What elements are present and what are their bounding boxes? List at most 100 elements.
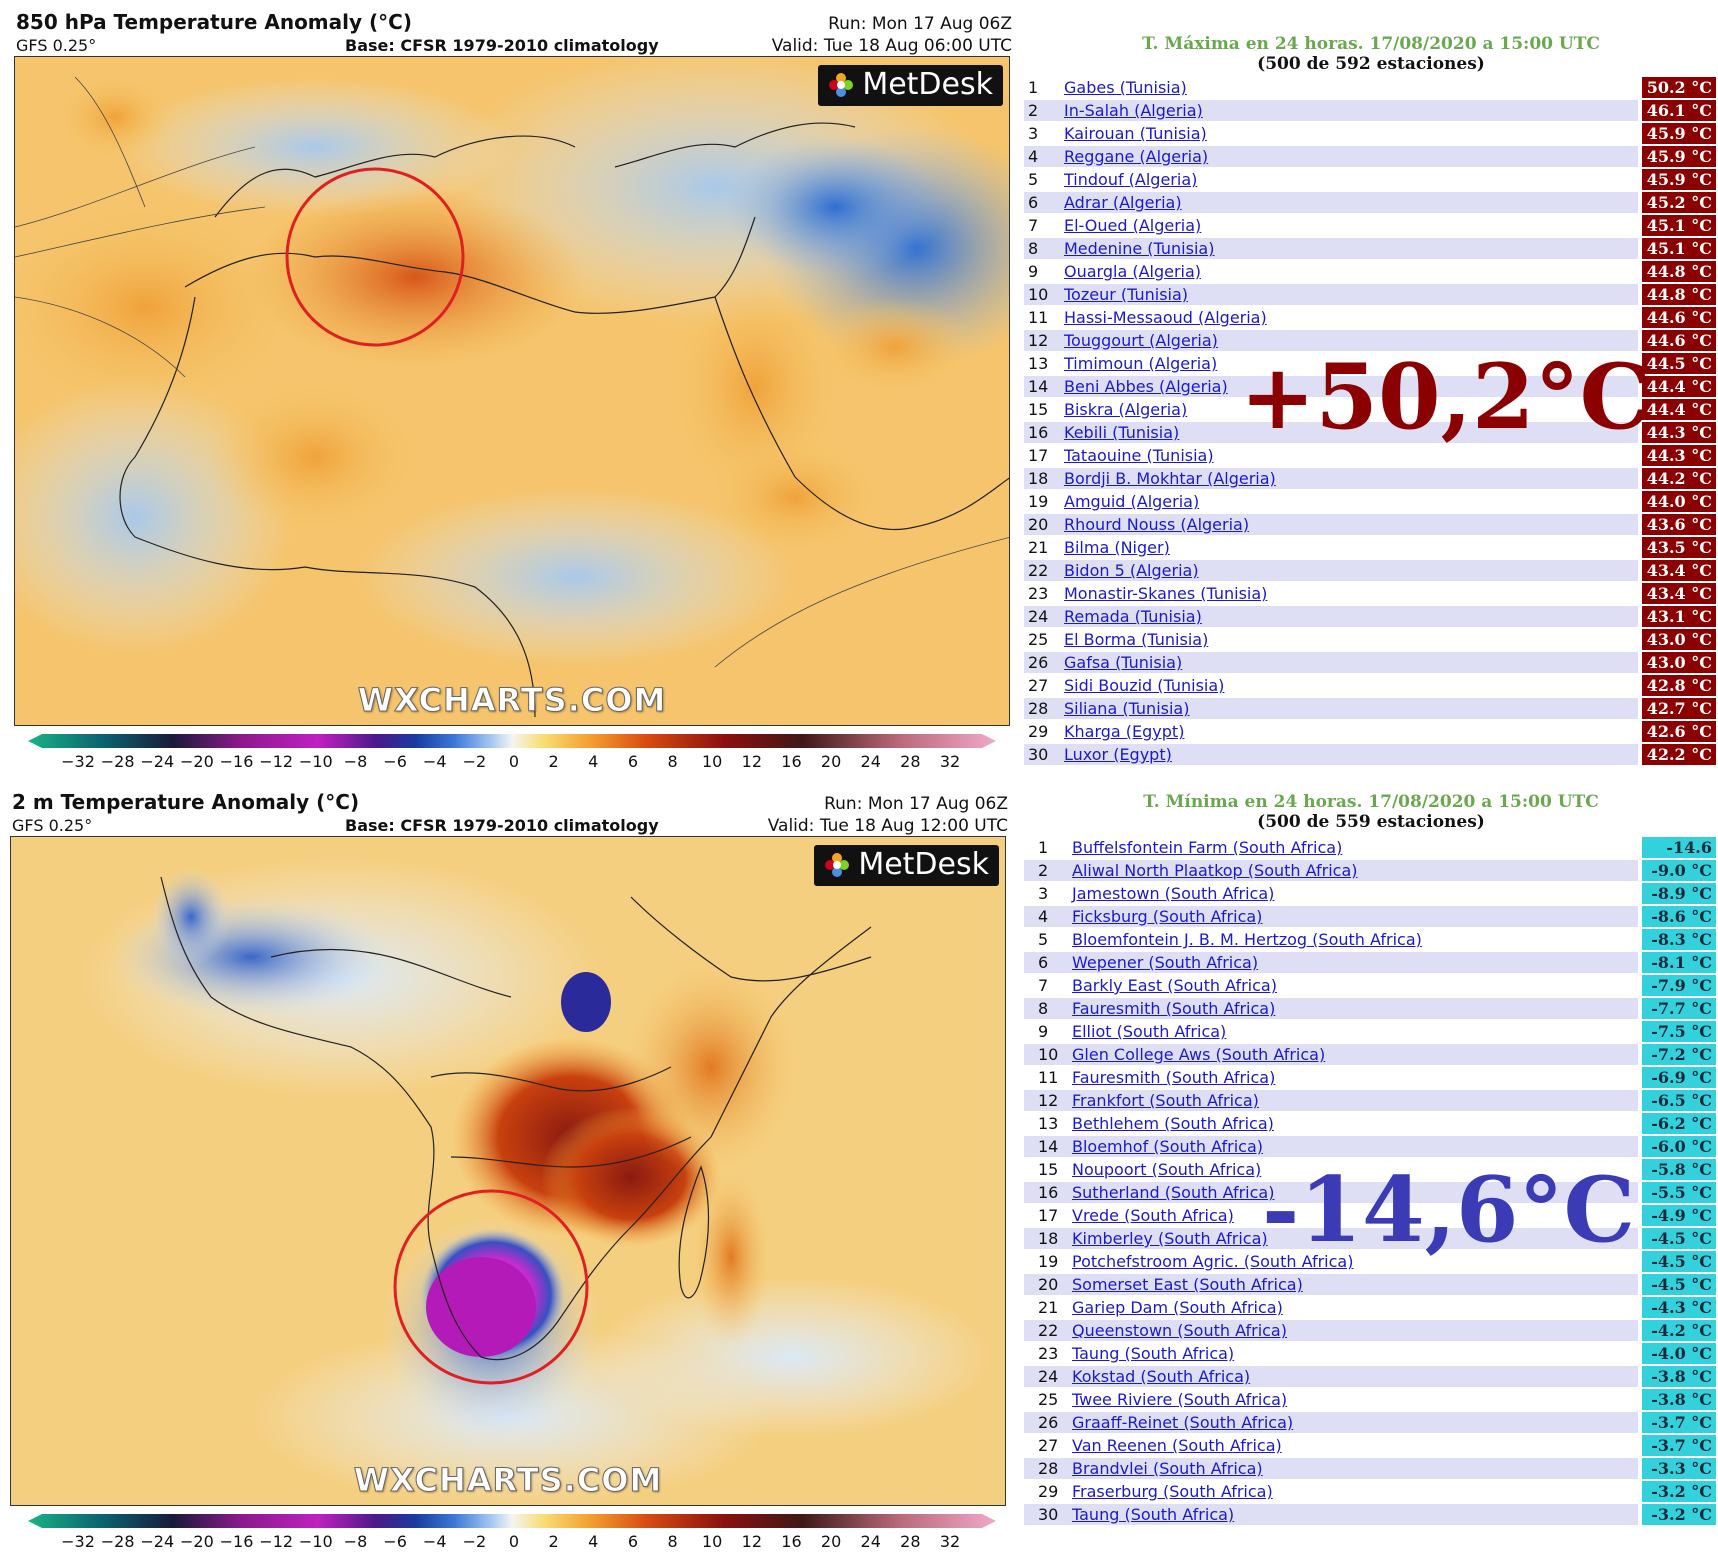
station-link[interactable]: Glen College Aws (South Africa) xyxy=(1072,1045,1326,1064)
row-background xyxy=(1024,330,1638,351)
station-link[interactable]: Touggourt (Algeria) xyxy=(1064,331,1218,350)
station-link[interactable]: Adrar (Algeria) xyxy=(1064,193,1182,212)
temperature-badge: 43.5 °C xyxy=(1642,537,1716,558)
station-link[interactable]: Noupoort (South Africa) xyxy=(1072,1160,1262,1179)
min-highlight-value: -14,6°C xyxy=(1262,1157,1636,1263)
temperature-badge: -3.3 °C xyxy=(1642,1458,1716,1479)
temperature-badge: -4.5 °C xyxy=(1642,1274,1716,1295)
table-row: 21 Bilma (Niger) 43.5 °C xyxy=(1024,536,1718,559)
station-link[interactable]: El Borma (Tunisia) xyxy=(1064,630,1209,649)
station-link[interactable]: Reggane (Algeria) xyxy=(1064,147,1209,166)
table-row: 10 Tozeur (Tunisia) 44.8 °C xyxy=(1024,283,1718,306)
station-link[interactable]: Van Reenen (South Africa) xyxy=(1072,1436,1282,1455)
table-row: 12 Frankfort (South Africa) -6.5 °C xyxy=(1024,1089,1718,1112)
station-link[interactable]: Kimberley (South Africa) xyxy=(1072,1229,1268,1248)
station-link[interactable]: Timimoun (Algeria) xyxy=(1064,354,1218,373)
station-link[interactable]: Bidon 5 (Algeria) xyxy=(1064,561,1199,580)
station-link[interactable]: El-Oued (Algeria) xyxy=(1064,216,1202,235)
station-link[interactable]: Barkly East (South Africa) xyxy=(1072,976,1277,995)
temperature-badge: 43.6 °C xyxy=(1642,514,1716,535)
colorbar-tick-label: −20 xyxy=(180,1532,214,1551)
map-base: Base: CFSR 1979-2010 climatology xyxy=(345,36,659,55)
list-title: T. Mínima en 24 horas. 17/08/2020 a 15:0… xyxy=(1143,792,1599,812)
row-background xyxy=(1024,560,1638,581)
table-row: 23 Monastir-Skanes (Tunisia) 43.4 °C xyxy=(1024,582,1718,605)
rank-number: 9 xyxy=(1028,262,1039,281)
highlight-circle-north xyxy=(285,167,465,347)
temperature-badge: 43.4 °C xyxy=(1642,583,1716,604)
station-link[interactable]: Twee Riviere (South Africa) xyxy=(1072,1390,1288,1409)
station-link[interactable]: Gafsa (Tunisia) xyxy=(1064,653,1183,672)
station-link[interactable]: Bloemfontein J. B. M. Hertzog (South Afr… xyxy=(1072,930,1422,949)
rank-number: 10 xyxy=(1038,1045,1059,1064)
station-link[interactable]: Tataouine (Tunisia) xyxy=(1064,446,1214,465)
table-row: 1 Gabes (Tunisia) 50.2 °C xyxy=(1024,76,1718,99)
temperature-badge: -8.6 °C xyxy=(1642,906,1716,927)
colorbar xyxy=(28,1514,996,1528)
station-link[interactable]: Vrede (South Africa) xyxy=(1072,1206,1234,1225)
station-link[interactable]: Elliot (South Africa) xyxy=(1072,1022,1227,1041)
station-link[interactable]: Tindouf (Algeria) xyxy=(1064,170,1198,189)
temperature-badge: -3.8 °C xyxy=(1642,1389,1716,1410)
colorbar-tick-label: 8 xyxy=(667,1532,678,1551)
station-link[interactable]: Frankfort (South Africa) xyxy=(1072,1091,1259,1110)
temperature-badge: -3.2 °C xyxy=(1642,1481,1716,1502)
station-link[interactable]: Jamestown (South Africa) xyxy=(1072,884,1275,903)
station-link[interactable]: Kairouan (Tunisia) xyxy=(1064,124,1207,143)
station-link[interactable]: Kebili (Tunisia) xyxy=(1064,423,1180,442)
station-link[interactable]: Hassi-Messaoud (Algeria) xyxy=(1064,308,1267,327)
row-background xyxy=(1024,906,1638,927)
station-link[interactable]: Ouargla (Algeria) xyxy=(1064,262,1202,281)
table-row: 9 Elliot (South Africa) -7.5 °C xyxy=(1024,1020,1718,1043)
station-link[interactable]: Taung (South Africa) xyxy=(1072,1505,1235,1524)
station-link[interactable]: Bordji B. Mokhtar (Algeria) xyxy=(1064,469,1276,488)
station-link[interactable]: Gariep Dam (South Africa) xyxy=(1072,1298,1283,1317)
row-background xyxy=(1024,998,1638,1019)
station-link[interactable]: Taung (South Africa) xyxy=(1072,1344,1235,1363)
rank-number: 4 xyxy=(1038,907,1049,926)
station-link[interactable]: Potchefstroom Agric. (South Africa) xyxy=(1072,1252,1354,1271)
station-link[interactable]: Fauresmith (South Africa) xyxy=(1072,999,1276,1018)
station-link[interactable]: Medenine (Tunisia) xyxy=(1064,239,1215,258)
station-link[interactable]: Gabes (Tunisia) xyxy=(1064,78,1187,97)
rank-number: 8 xyxy=(1038,999,1049,1018)
station-link[interactable]: Amguid (Algeria) xyxy=(1064,492,1200,511)
table-row: 23 Taung (South Africa) -4.0 °C xyxy=(1024,1342,1718,1365)
station-link[interactable]: Kokstad (South Africa) xyxy=(1072,1367,1251,1386)
station-link[interactable]: Graaff-Reinet (South Africa) xyxy=(1072,1413,1294,1432)
temperature-badge: 42.8 °C xyxy=(1642,675,1716,696)
station-link[interactable]: Tozeur (Tunisia) xyxy=(1064,285,1189,304)
row-background xyxy=(1024,744,1638,765)
station-link[interactable]: Fauresmith (South Africa) xyxy=(1072,1068,1276,1087)
temperature-badge: 44.6 °C xyxy=(1642,307,1716,328)
station-link[interactable]: Bloemhof (South Africa) xyxy=(1072,1137,1263,1156)
station-link[interactable]: Bethlehem (South Africa) xyxy=(1072,1114,1274,1133)
station-link[interactable]: Brandvlei (South Africa) xyxy=(1072,1459,1263,1478)
station-link[interactable]: Wepener (South Africa) xyxy=(1072,953,1259,972)
station-link[interactable]: Luxor (Egypt) xyxy=(1064,745,1172,764)
station-link[interactable]: Somerset East (South Africa) xyxy=(1072,1275,1303,1294)
rank-number: 5 xyxy=(1028,170,1039,189)
rank-number: 11 xyxy=(1028,308,1049,327)
station-link[interactable]: Remada (Tunisia) xyxy=(1064,607,1202,626)
station-link[interactable]: Sutherland (South Africa) xyxy=(1072,1183,1275,1202)
colorbar-tick-label: 6 xyxy=(627,1532,638,1551)
station-link[interactable]: Biskra (Algeria) xyxy=(1064,400,1188,419)
station-link[interactable]: Aliwal North Plaatkop (South Africa) xyxy=(1072,861,1358,880)
station-link[interactable]: Buffelsfontein Farm (South Africa) xyxy=(1072,838,1343,857)
station-link[interactable]: Bilma (Niger) xyxy=(1064,538,1170,557)
table-row: 7 El-Oued (Algeria) 45.1 °C xyxy=(1024,214,1718,237)
station-link[interactable]: In-Salah (Algeria) xyxy=(1064,101,1203,120)
station-link[interactable]: Kharga (Egypt) xyxy=(1064,722,1185,741)
station-link[interactable]: Queenstown (South Africa) xyxy=(1072,1321,1287,1340)
station-link[interactable]: Sidi Bouzid (Tunisia) xyxy=(1064,676,1225,695)
station-link[interactable]: Ficksburg (South Africa) xyxy=(1072,907,1263,926)
metdesk-logo: MetDesk xyxy=(814,845,999,886)
station-link[interactable]: Beni Abbes (Algeria) xyxy=(1064,377,1228,396)
station-link[interactable]: Rhourd Nouss (Algeria) xyxy=(1064,515,1250,534)
station-link[interactable]: Fraserburg (South Africa) xyxy=(1072,1482,1273,1501)
map-title: 850 hPa Temperature Anomaly (°C) xyxy=(16,10,412,34)
station-link[interactable]: Monastir-Skanes (Tunisia) xyxy=(1064,584,1268,603)
station-link[interactable]: Siliana (Tunisia) xyxy=(1064,699,1190,718)
temperature-badge: -6.9 °C xyxy=(1642,1067,1716,1088)
